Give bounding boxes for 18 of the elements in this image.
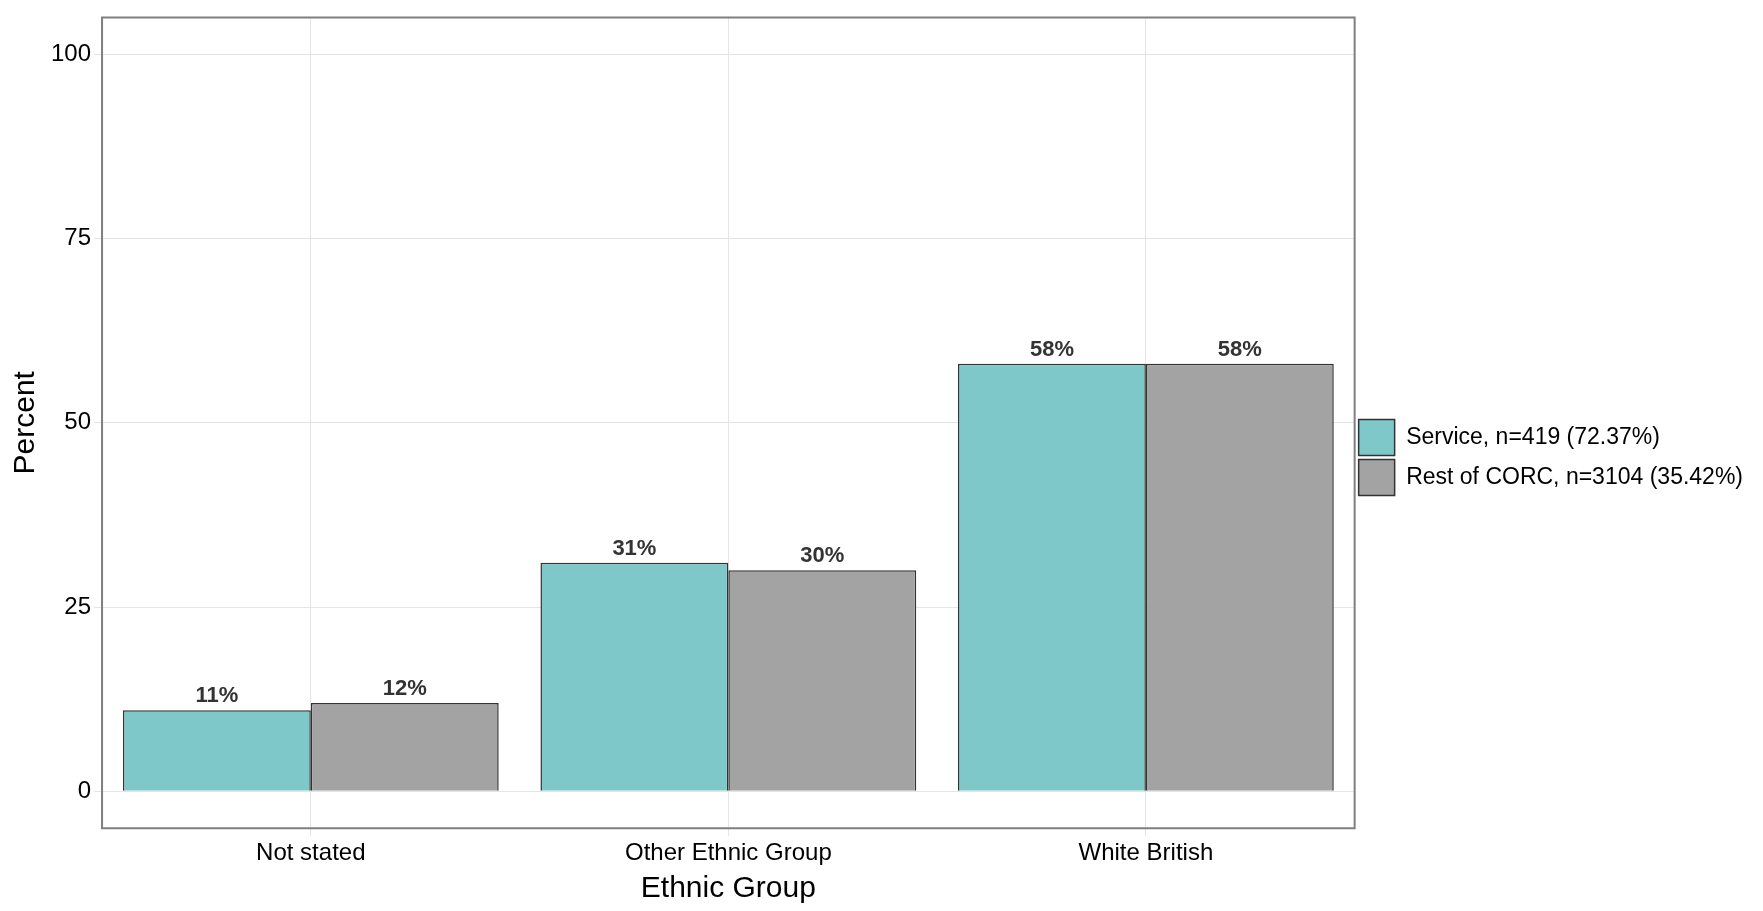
x-tick-label: White British: [1078, 838, 1214, 866]
y-tick-label: 75: [64, 223, 92, 251]
y-tick-label: 100: [51, 38, 92, 66]
legend-label: Service, n=419 (72.37%): [1406, 422, 1660, 449]
y-tick-label: 25: [64, 591, 92, 619]
data-label: 31%: [612, 534, 657, 560]
data-label: 58%: [1217, 335, 1262, 361]
y-tick-label: 50: [64, 407, 92, 435]
x-tick-label: Not stated: [256, 838, 366, 866]
data-label: 11%: [195, 682, 239, 708]
x-tick-label: Other Ethnic Group: [624, 838, 832, 866]
data-label: 58%: [1029, 335, 1074, 361]
data-label: 12%: [382, 674, 427, 700]
y-tick-label: 0: [77, 775, 92, 803]
data-label: 30%: [800, 542, 845, 568]
legend-label: Rest of CORC, n=3104 (35.42%): [1406, 462, 1743, 489]
y-axis-title: Percent: [7, 370, 41, 475]
x-axis-title: Ethnic Group: [640, 870, 816, 904]
